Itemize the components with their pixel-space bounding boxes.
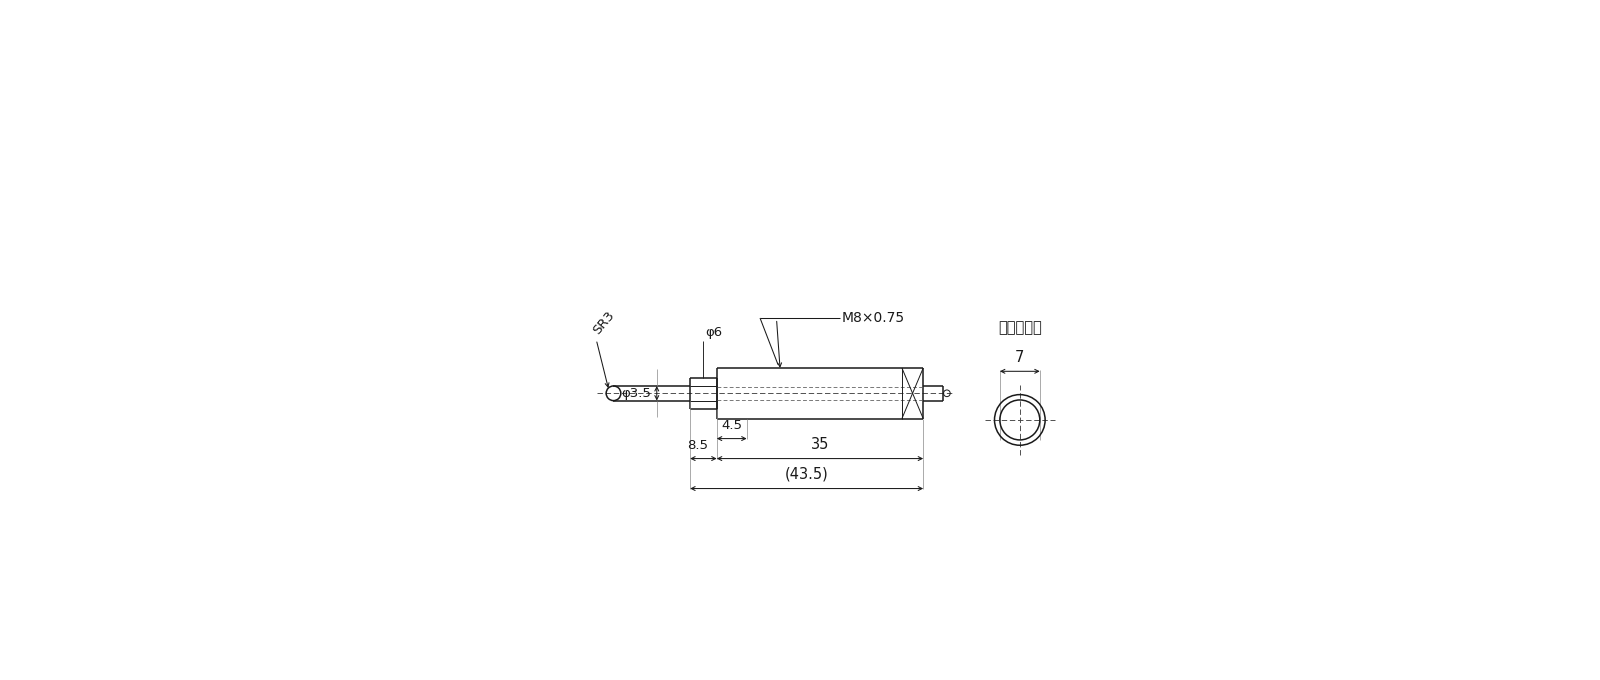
Text: 7: 7 [1014, 350, 1024, 364]
Text: （二面巾）: （二面巾） [998, 320, 1042, 335]
Text: 35: 35 [811, 437, 829, 452]
Text: φ6: φ6 [706, 326, 723, 339]
Text: (43.5): (43.5) [784, 467, 829, 482]
Text: M8×0.75: M8×0.75 [842, 311, 906, 325]
Text: SR3: SR3 [590, 309, 618, 337]
Text: 4.5: 4.5 [722, 419, 742, 432]
Text: 8.5: 8.5 [686, 439, 707, 452]
Text: φ3.5: φ3.5 [621, 387, 651, 400]
